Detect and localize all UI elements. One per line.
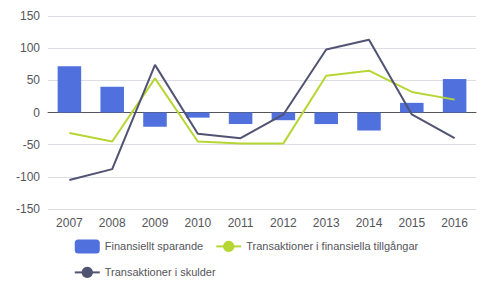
svg-text:Transaktioner i skulder: Transaktioner i skulder [105, 266, 216, 278]
svg-text:50: 50 [27, 73, 41, 87]
svg-text:2009: 2009 [142, 216, 169, 230]
svg-text:Transaktioner i finansiella ti: Transaktioner i finansiella tillgångar [246, 240, 418, 252]
svg-text:2016: 2016 [441, 216, 468, 230]
svg-text:2007: 2007 [56, 216, 83, 230]
svg-text:2011: 2011 [228, 216, 254, 230]
svg-text:2010: 2010 [184, 216, 211, 230]
svg-text:2008: 2008 [99, 216, 126, 230]
svg-text:2014: 2014 [356, 216, 383, 230]
svg-text:-150: -150 [16, 202, 40, 216]
svg-text:100: 100 [20, 41, 40, 55]
svg-text:150: 150 [20, 9, 40, 23]
svg-text:0: 0 [33, 106, 40, 120]
svg-text:2015: 2015 [398, 216, 425, 230]
svg-text:-50: -50 [23, 138, 41, 152]
svg-text:2012: 2012 [270, 216, 297, 230]
svg-text:Finansiellt sparande: Finansiellt sparande [105, 240, 203, 252]
svg-text:2013: 2013 [313, 216, 340, 230]
svg-text:-100: -100 [16, 170, 40, 184]
